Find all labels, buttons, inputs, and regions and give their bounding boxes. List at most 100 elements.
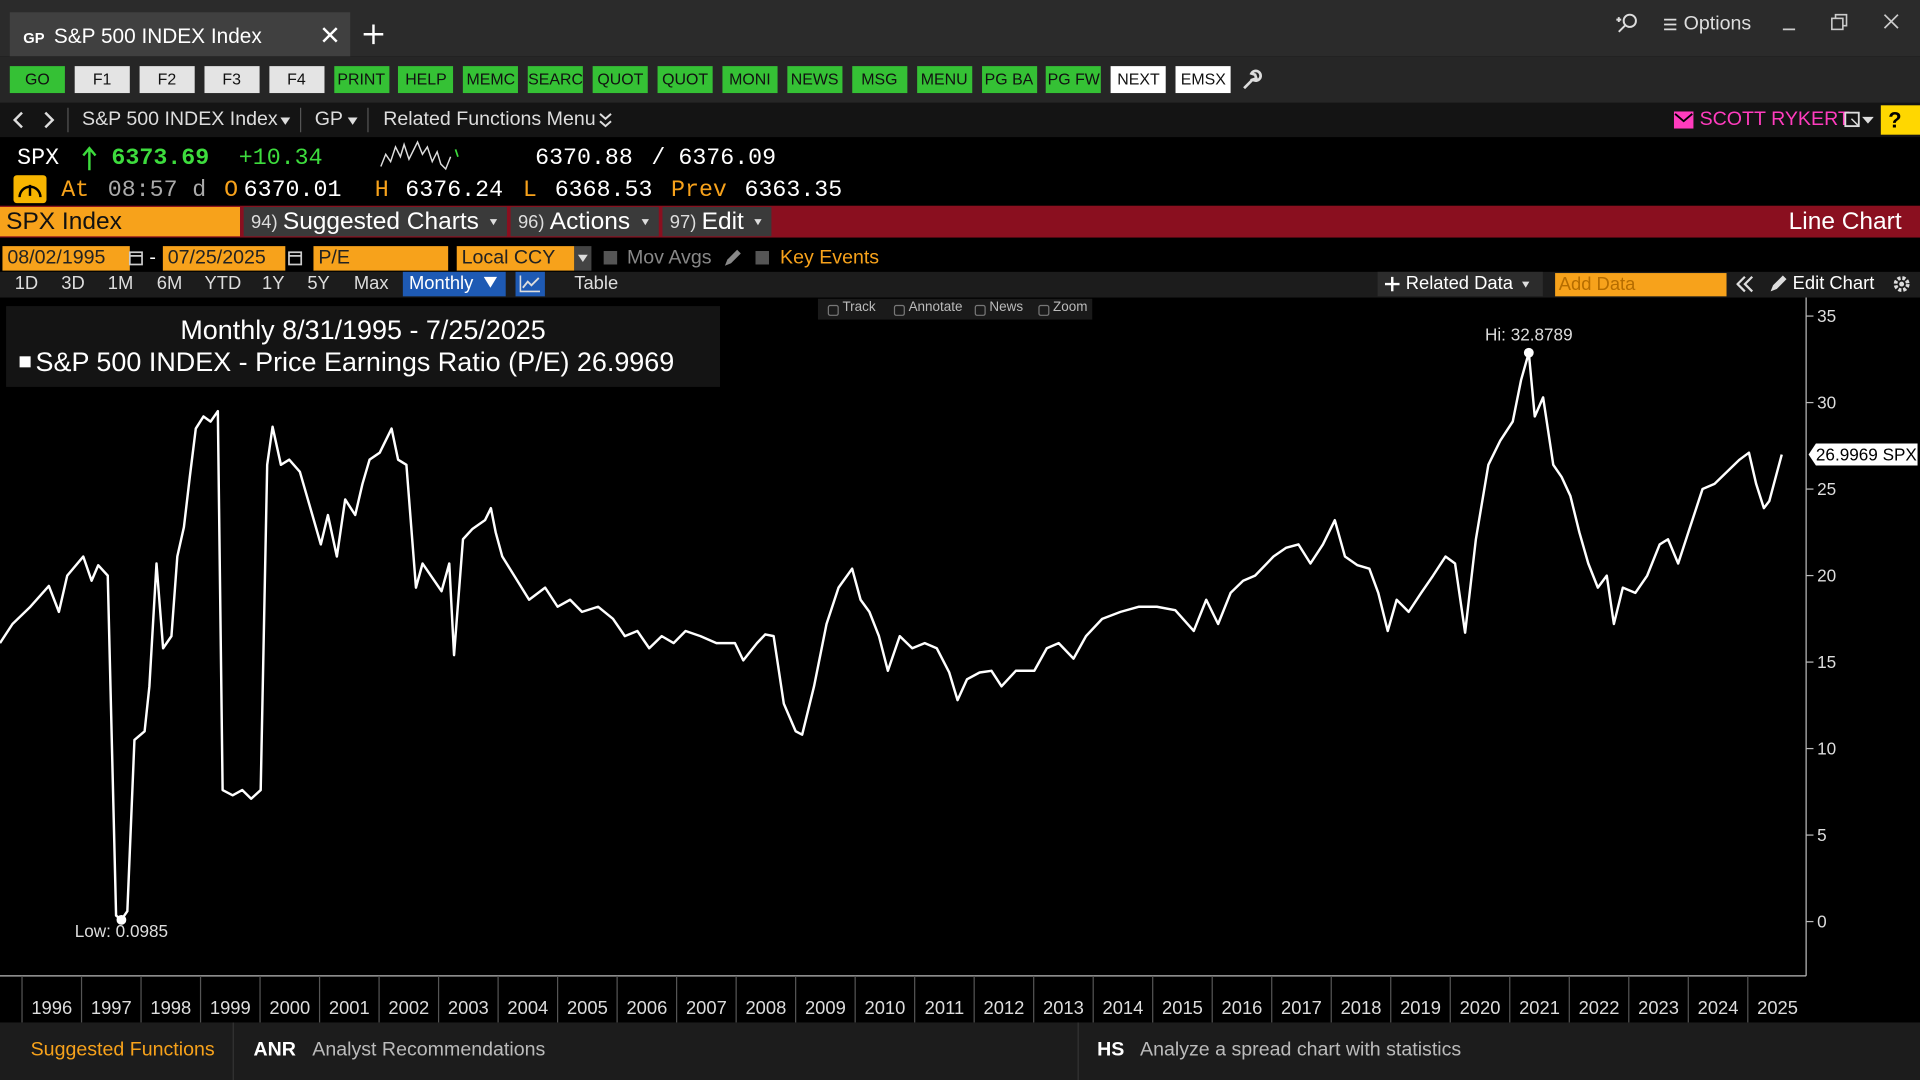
new-tab-icon[interactable] xyxy=(362,23,384,45)
dropdown-arrow xyxy=(641,219,649,226)
security-field[interactable]: SPX Index xyxy=(0,206,240,237)
prev-label: Prev xyxy=(671,176,727,204)
menu-item[interactable] xyxy=(243,206,507,237)
search-icon[interactable] xyxy=(1614,12,1641,34)
security-selector[interactable]: S&P 500 INDEX Index xyxy=(82,108,278,130)
function-selector[interactable]: GP xyxy=(314,108,344,130)
range-button[interactable]: YTD xyxy=(204,273,242,294)
settings-icon[interactable] xyxy=(1892,274,1912,294)
range-button[interactable]: Max xyxy=(353,273,389,294)
close-window-icon[interactable] xyxy=(1883,13,1899,29)
range-button[interactable]: 5Y xyxy=(307,273,330,294)
toolbar-button[interactable]: NEXT xyxy=(1110,66,1167,94)
menu-item-number: 94) xyxy=(251,211,278,233)
tab[interactable] xyxy=(9,12,351,57)
options-icon[interactable] xyxy=(1663,17,1678,32)
options-label[interactable]: Options xyxy=(1683,13,1752,35)
related-data-button[interactable] xyxy=(1377,271,1543,297)
start-date[interactable]: 08/02/1995 xyxy=(2,246,130,271)
collapse-icon[interactable] xyxy=(1736,275,1754,293)
menu-item-label: Actions xyxy=(549,208,631,236)
x-tick-label: 2022 xyxy=(1579,997,1620,1018)
add-data-field[interactable]: Add Data xyxy=(1555,273,1727,297)
toolbar-button[interactable]: QUOT xyxy=(592,66,648,94)
date-separator: - xyxy=(149,247,156,269)
y-tick-label: 5 xyxy=(1817,825,1827,845)
y-tick-label: 10 xyxy=(1817,739,1836,759)
ask-price: 6376.09 xyxy=(678,144,777,172)
range-button[interactable]: 1Y xyxy=(262,273,285,294)
tab-code: GP xyxy=(23,29,45,47)
mov-avgs-checkbox[interactable] xyxy=(603,251,618,265)
calendar-icon[interactable] xyxy=(128,249,144,266)
open-label: O xyxy=(224,176,239,204)
last-value-label: 26.9969 SPX xyxy=(1816,445,1918,465)
tool-button[interactable]: News xyxy=(989,300,1024,315)
function-code[interactable]: ANR xyxy=(253,1039,296,1061)
function-description[interactable]: Analyze a spread chart with statistics xyxy=(1140,1039,1462,1061)
menu-item[interactable] xyxy=(510,206,659,237)
toolbar-button[interactable]: MONI xyxy=(722,66,778,94)
tool-button[interactable]: Zoom xyxy=(1053,300,1088,315)
window-menu-icon[interactable] xyxy=(1844,110,1874,130)
help-button[interactable]: ? xyxy=(1880,105,1920,135)
toolbar-button[interactable]: PG FW xyxy=(1046,66,1102,94)
end-date[interactable]: 07/25/2025 xyxy=(162,246,286,271)
toolbar-button[interactable]: PG BA xyxy=(981,66,1037,94)
table-button[interactable]: Table xyxy=(574,273,619,294)
at-label: At xyxy=(61,176,90,204)
toolbar-button[interactable]: HELP xyxy=(398,66,454,94)
menu-item[interactable] xyxy=(662,206,772,237)
high-marker xyxy=(1523,347,1534,358)
back-forward-icons[interactable] xyxy=(10,110,59,130)
toolbar-button[interactable]: EMSX xyxy=(1175,66,1231,94)
toolbar-button[interactable]: F2 xyxy=(139,66,195,94)
y-tick-label: 0 xyxy=(1817,912,1827,932)
toolbar-button[interactable]: F1 xyxy=(74,66,130,94)
toolbar-button[interactable]: F3 xyxy=(204,66,260,94)
close-tab-icon[interactable] xyxy=(322,27,338,43)
toolbar-button[interactable]: NEWS xyxy=(787,66,843,94)
toolbar-button[interactable]: MSG xyxy=(851,66,907,94)
key-events-checkbox[interactable] xyxy=(755,251,769,265)
mov-avgs-label: Mov Avgs xyxy=(626,247,712,269)
toolbar-button[interactable]: MEMC xyxy=(463,66,519,94)
tool-button[interactable]: Annotate xyxy=(908,300,963,315)
function-code[interactable]: HS xyxy=(1097,1039,1125,1061)
minimize-icon[interactable] xyxy=(1782,20,1797,32)
range-button[interactable]: 6M xyxy=(156,273,183,294)
legend-swatch xyxy=(19,356,31,368)
related-functions[interactable]: Related Functions Menu xyxy=(383,108,596,130)
gauge-icon xyxy=(13,175,47,204)
dropdown-arrow xyxy=(577,254,588,263)
range-button[interactable]: 3D xyxy=(61,273,85,294)
y-tick-label: 15 xyxy=(1817,652,1836,672)
message-icon[interactable] xyxy=(1673,111,1694,129)
ticker: SPX xyxy=(17,144,60,172)
toolbar-button[interactable]: F4 xyxy=(268,66,324,94)
wrench-icon[interactable] xyxy=(1240,69,1262,91)
tab-title: S&P 500 INDEX Index xyxy=(53,24,262,48)
toolbar-button[interactable]: SEARC xyxy=(527,66,584,94)
tool-button[interactable]: Track xyxy=(842,300,876,315)
separator xyxy=(300,107,302,133)
low-label: Low: 0.0985 xyxy=(75,921,168,941)
edit-chart-button[interactable]: Edit Chart xyxy=(1792,273,1875,294)
range-button[interactable]: 1M xyxy=(107,273,134,294)
restore-icon[interactable] xyxy=(1831,13,1848,31)
range-button[interactable]: 1D xyxy=(14,273,39,294)
field-selector[interactable]: P/E xyxy=(313,246,449,271)
toolbar-button[interactable]: GO xyxy=(9,66,65,94)
currency-selector[interactable]: Local CCY xyxy=(456,246,575,271)
calendar-icon[interactable] xyxy=(288,249,303,266)
function-description[interactable]: Analyst Recommendations xyxy=(312,1039,546,1061)
tool-icon xyxy=(1038,304,1050,316)
pencil-icon[interactable] xyxy=(722,249,742,269)
user-name[interactable]: SCOTT RYKERT xyxy=(1699,108,1850,130)
toolbar-button[interactable]: QUOT xyxy=(657,66,713,94)
toolbar-button[interactable]: PRINT xyxy=(333,66,389,94)
y-tick-label: 25 xyxy=(1817,479,1836,499)
x-tick-label: 2009 xyxy=(805,997,846,1018)
toolbar-button[interactable]: MENU xyxy=(916,66,972,94)
x-tick-label: 2006 xyxy=(626,997,667,1018)
